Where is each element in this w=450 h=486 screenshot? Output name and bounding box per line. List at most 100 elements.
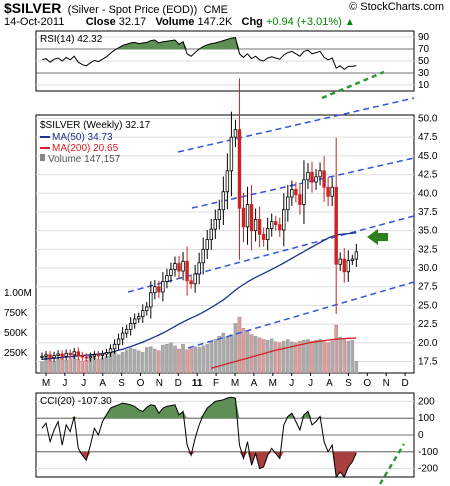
x-tick-label: M [231, 378, 239, 389]
price-bar-body [330, 186, 334, 197]
price-bar-body [213, 219, 217, 230]
rsi-tick-label: 90 [418, 32, 430, 43]
price-bar-body [229, 136, 234, 172]
price-bar-body [185, 260, 189, 282]
volume-bar [237, 316, 242, 374]
price-bar-body [257, 219, 262, 235]
cci-tick-label: 0 [418, 430, 424, 441]
brand: © StockCharts.com [349, 1, 444, 13]
price-tick-label: 22.5 [418, 319, 438, 330]
rsi-label: RSI(14) 42.32 [40, 34, 103, 45]
volume-bar [193, 346, 197, 374]
volume-bar [120, 352, 125, 374]
price-bar-body [209, 228, 213, 241]
price-bar-body [350, 258, 355, 261]
price-bar-body [189, 280, 193, 285]
x-tick-label: M [42, 378, 50, 389]
x-tick-label: A [251, 378, 258, 389]
chart-title-row: $SILVER (Silver - Spot Price (EOD)) CME [4, 0, 228, 16]
price-bar-body [112, 343, 117, 350]
price-bar-body [233, 129, 238, 138]
volume-bar [76, 359, 81, 374]
volume-bar [145, 347, 149, 374]
legend-ma200: MA(200) 20.65 [52, 143, 119, 154]
price-tick-label: 47.5 [418, 132, 438, 143]
cci-trend-line [378, 443, 406, 485]
price-tick-label: 27.5 [418, 282, 438, 293]
volume-bar [213, 339, 218, 374]
price-tick-label: 25.0 [418, 300, 438, 311]
price-bar-body [253, 219, 258, 232]
price-tick-label: 35.0 [418, 226, 438, 237]
volume-bar [132, 348, 137, 374]
volume-bar [342, 339, 346, 374]
price-bar-body [286, 196, 290, 211]
volume-bar [314, 340, 318, 374]
price-bars [40, 78, 359, 362]
rsi-tick-label: 10 [418, 80, 430, 91]
legend-ma50: MA(50) 34.73 [52, 132, 113, 143]
price-bar-body [64, 352, 68, 357]
volume-bar [253, 336, 258, 374]
price-bar-body [278, 224, 282, 231]
price-bar-body [68, 352, 72, 356]
up-arrow-icon: ▲ [344, 17, 355, 28]
rsi-tick-label: 50 [418, 56, 430, 67]
price-bar-body [161, 281, 165, 293]
volume-bar [157, 350, 161, 374]
price-bar-body [44, 354, 48, 357]
symbol: $SILVER [4, 0, 62, 16]
price-bar-body [217, 209, 222, 220]
price-bar-body [310, 171, 314, 183]
volume-bar [354, 361, 359, 374]
x-tick-label: J [81, 378, 86, 389]
price-bar-body [205, 239, 209, 250]
volume-bar [181, 344, 185, 374]
price-bar-body [48, 354, 52, 359]
volume-bar [104, 356, 109, 374]
price-tick-label: 30.0 [418, 263, 438, 274]
x-tick-label: A [326, 378, 333, 389]
price-bar-body [116, 338, 121, 345]
price-tick-label: 45.0 [418, 151, 438, 162]
price-bar-body [241, 207, 246, 228]
volume-bar [72, 357, 76, 374]
volume-bar [338, 336, 342, 374]
price-bar-body [92, 354, 97, 357]
price-tick-label: 50.0 [418, 113, 438, 124]
legend-ma200-swatch [40, 147, 50, 149]
price-bar-body [314, 176, 318, 183]
price-bar-body [274, 221, 278, 226]
cci-tick-label: 200 [418, 396, 435, 407]
volume-bar [310, 340, 314, 374]
price-bar-body [197, 262, 201, 275]
volume-value: 147.2K [197, 16, 233, 28]
volume-bar [229, 334, 234, 374]
volume-bar [96, 359, 101, 374]
cci-axis: 200 100 0 -100 -200 [418, 396, 438, 474]
price-axis: 50.0 47.5 45.0 42.5 40.0 37.5 35.0 32.5 30.0 27.5… [418, 113, 438, 367]
x-axis: M J J A S O N D 11 F M A M J J A S O N D [42, 373, 409, 389]
price-bar-body [338, 258, 342, 265]
volume-bar [249, 334, 254, 374]
x-tick-label: J [62, 378, 67, 389]
volume-bar [128, 348, 133, 374]
price-bar-body [261, 233, 266, 241]
price-bar-body [334, 186, 338, 265]
volume-tick-label: 1.00M [4, 288, 32, 299]
volume-bar [273, 341, 278, 374]
volume-bar [282, 340, 286, 374]
price-bar-body [322, 170, 326, 188]
legend-volume: Volume 147,157 [48, 154, 121, 165]
volume-bar [112, 351, 117, 374]
volume-bar [140, 352, 145, 374]
x-tick-label: F [213, 378, 219, 389]
legend-volume-swatch [40, 154, 45, 161]
volume-bar [185, 349, 189, 374]
volume-tick-label: 500K [4, 328, 28, 339]
x-tick-label: N [156, 378, 163, 389]
price-bar-body [249, 204, 254, 232]
cci-tick-label: 100 [418, 413, 435, 424]
price-bar-body [225, 170, 230, 193]
price-bar-body [165, 275, 169, 282]
